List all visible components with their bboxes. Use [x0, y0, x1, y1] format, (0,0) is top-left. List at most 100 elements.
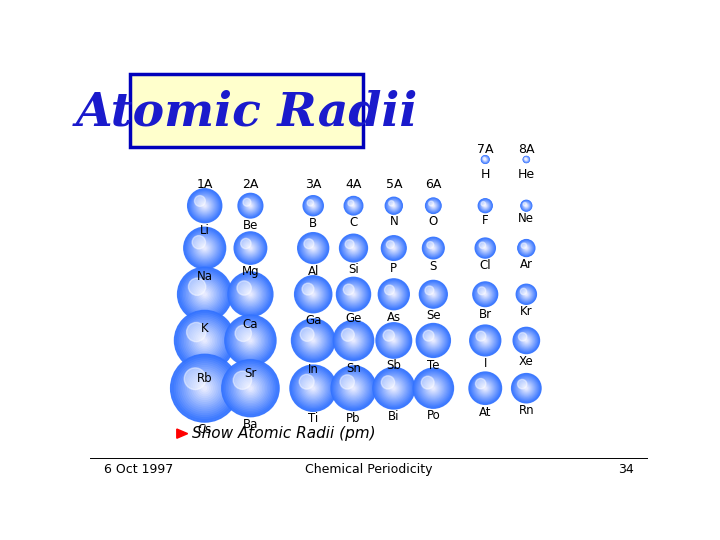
- Circle shape: [472, 327, 499, 354]
- Circle shape: [189, 373, 220, 403]
- Circle shape: [353, 205, 354, 207]
- Circle shape: [428, 243, 438, 253]
- Circle shape: [197, 198, 212, 213]
- Circle shape: [389, 289, 399, 299]
- Circle shape: [200, 290, 210, 299]
- Circle shape: [415, 370, 451, 406]
- Circle shape: [513, 374, 540, 402]
- Circle shape: [433, 340, 434, 341]
- Circle shape: [237, 234, 264, 261]
- Circle shape: [230, 321, 270, 360]
- Circle shape: [426, 198, 441, 213]
- Circle shape: [475, 330, 495, 350]
- Circle shape: [248, 245, 253, 251]
- Circle shape: [302, 283, 325, 306]
- Circle shape: [307, 200, 320, 212]
- Circle shape: [243, 380, 258, 396]
- Circle shape: [348, 200, 359, 211]
- Circle shape: [520, 288, 533, 301]
- Circle shape: [480, 289, 490, 299]
- Circle shape: [350, 244, 357, 252]
- Circle shape: [246, 201, 256, 211]
- Circle shape: [480, 200, 490, 211]
- Circle shape: [194, 195, 205, 206]
- Circle shape: [385, 332, 402, 349]
- Circle shape: [512, 374, 541, 403]
- Circle shape: [523, 157, 529, 162]
- Circle shape: [188, 324, 222, 357]
- Circle shape: [482, 337, 489, 344]
- Circle shape: [516, 329, 537, 352]
- Circle shape: [240, 238, 261, 258]
- Circle shape: [478, 241, 492, 255]
- Circle shape: [352, 339, 355, 342]
- Circle shape: [380, 327, 408, 354]
- Circle shape: [305, 381, 321, 396]
- Circle shape: [202, 291, 207, 297]
- Circle shape: [240, 195, 261, 217]
- Circle shape: [481, 201, 490, 210]
- Circle shape: [474, 329, 497, 352]
- Circle shape: [346, 199, 361, 213]
- Circle shape: [381, 281, 407, 307]
- Text: Ge: Ge: [346, 313, 361, 326]
- Circle shape: [349, 244, 358, 253]
- Circle shape: [300, 234, 327, 262]
- Circle shape: [484, 158, 486, 160]
- Circle shape: [483, 204, 487, 208]
- Circle shape: [345, 380, 362, 397]
- Circle shape: [424, 239, 442, 257]
- Circle shape: [520, 242, 533, 254]
- Circle shape: [301, 282, 325, 307]
- Circle shape: [473, 328, 498, 353]
- Circle shape: [470, 373, 500, 403]
- Circle shape: [171, 354, 239, 422]
- Text: Show Atomic Radii (pm): Show Atomic Radii (pm): [192, 426, 376, 441]
- Circle shape: [478, 381, 492, 395]
- Circle shape: [518, 286, 535, 302]
- Circle shape: [523, 244, 530, 252]
- Circle shape: [525, 293, 528, 296]
- Circle shape: [312, 204, 315, 207]
- Circle shape: [307, 200, 314, 206]
- Text: Cs: Cs: [197, 423, 212, 436]
- Circle shape: [307, 288, 320, 300]
- Circle shape: [246, 336, 255, 345]
- Circle shape: [300, 374, 314, 389]
- Circle shape: [482, 245, 488, 251]
- Circle shape: [523, 245, 530, 251]
- Circle shape: [521, 201, 531, 211]
- Circle shape: [225, 315, 276, 366]
- Circle shape: [312, 387, 315, 389]
- Circle shape: [194, 377, 216, 400]
- Circle shape: [341, 235, 366, 261]
- Circle shape: [381, 328, 407, 353]
- Text: Sr: Sr: [244, 367, 256, 380]
- Circle shape: [332, 367, 374, 409]
- Circle shape: [343, 237, 364, 259]
- Circle shape: [202, 337, 208, 344]
- Circle shape: [469, 372, 502, 404]
- Circle shape: [297, 373, 329, 403]
- Circle shape: [392, 204, 395, 207]
- Circle shape: [419, 326, 448, 355]
- Text: Al: Al: [307, 265, 319, 278]
- Circle shape: [344, 285, 363, 303]
- Circle shape: [427, 242, 439, 254]
- Circle shape: [346, 287, 361, 302]
- Circle shape: [426, 241, 441, 255]
- Circle shape: [380, 374, 408, 402]
- Circle shape: [524, 158, 528, 161]
- Text: Na: Na: [197, 270, 212, 283]
- Circle shape: [382, 282, 406, 306]
- Circle shape: [525, 158, 528, 161]
- Circle shape: [248, 203, 253, 208]
- Circle shape: [196, 285, 214, 303]
- Circle shape: [240, 238, 251, 249]
- Circle shape: [235, 233, 266, 264]
- Circle shape: [381, 375, 407, 401]
- Circle shape: [189, 190, 221, 222]
- Circle shape: [525, 158, 528, 161]
- Circle shape: [429, 291, 437, 298]
- Circle shape: [348, 200, 354, 206]
